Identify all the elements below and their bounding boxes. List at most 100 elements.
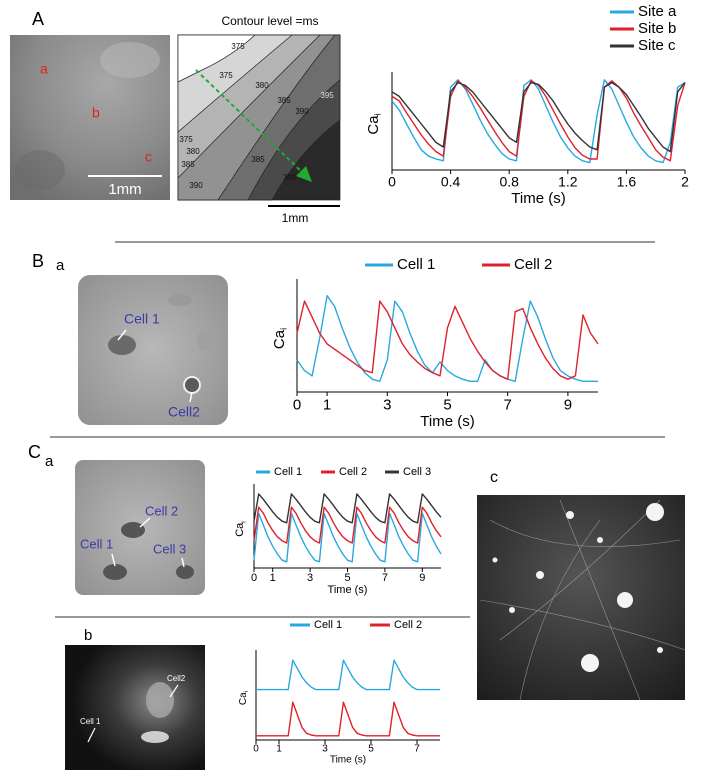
x-tick-label: 9 (564, 396, 572, 413)
soma (597, 537, 603, 543)
soma (566, 511, 574, 519)
contour-level: 385 (181, 160, 195, 169)
contour-level: 375 (231, 42, 245, 51)
y-axis-title-main: Ca (271, 329, 288, 349)
image-texture (100, 42, 160, 78)
cell-label: Cell2 (167, 674, 186, 683)
panel-sublabel: a (56, 257, 65, 274)
cell-body (183, 376, 201, 394)
contour-level: 395 (320, 91, 334, 100)
contour-level: 390 (283, 173, 297, 182)
x-tick-label: 0 (293, 396, 301, 413)
y-axis-title: Cai (365, 113, 383, 134)
neurite (489, 519, 681, 547)
x-axis-title: Time (s) (511, 190, 565, 207)
cell-label: Cell 1 (80, 717, 101, 726)
contour-level: 375 (219, 71, 233, 80)
x-tick-label: 7 (382, 572, 388, 584)
pointer (139, 517, 151, 528)
cell-body (176, 565, 194, 579)
cell-body (197, 330, 213, 350)
panel-label: C (28, 442, 41, 462)
trace (391, 81, 686, 153)
cell-label: Cell 1 (80, 536, 113, 551)
legend-label: Cell 2 (514, 256, 552, 273)
trace (296, 300, 599, 380)
soma (581, 654, 599, 672)
legend-label: Site a (638, 3, 677, 20)
x-tick-label: 3 (383, 396, 391, 413)
contour-level: 390 (189, 181, 203, 190)
y-axis-title: Cai (271, 328, 289, 349)
neuron-texture (479, 499, 686, 701)
y-axis-title-main: Ca (365, 115, 382, 135)
soma (509, 607, 515, 613)
x-tick-label: 5 (344, 572, 350, 584)
contour-level: 375 (179, 135, 193, 144)
x-tick-label: 2 (681, 173, 689, 189)
trace (391, 79, 686, 164)
cell-body (108, 335, 136, 355)
soma (646, 503, 664, 521)
cell-body (103, 564, 127, 580)
arrow-head (296, 166, 312, 182)
site-label: c (145, 149, 152, 165)
legend-label: Cell 1 (274, 466, 302, 478)
x-tick-label: 3 (307, 572, 313, 584)
cell-label: Cell 2 (145, 503, 178, 518)
y-axis-title-sub: i (373, 113, 383, 115)
contour-labels: 375 375 380 385 390 395 375 380 385 390 385 390 (179, 42, 334, 190)
legend-label: Cell 2 (339, 466, 367, 478)
pointer (87, 727, 96, 743)
x-axis-title: Time (s) (420, 413, 474, 430)
x-tick-label: 7 (504, 396, 512, 413)
x-tick-label: 0 (251, 572, 257, 584)
cell-image (78, 275, 228, 425)
pointer (181, 557, 185, 568)
trace (253, 512, 442, 563)
scale-label: 1mm (108, 181, 141, 198)
fluorescence-image (477, 495, 685, 700)
panel-label: B (32, 251, 44, 271)
cell-body (168, 294, 192, 306)
y-axis-title-sub: i (244, 691, 250, 692)
cell-label: Cell2 (168, 404, 200, 420)
soma (617, 592, 633, 608)
trace (296, 295, 598, 382)
image-texture (15, 150, 65, 190)
x-tick-label: 5 (368, 744, 374, 755)
y-axis-title-main: Ca (238, 692, 249, 705)
x-tick-label: 0 (388, 173, 396, 189)
contour-level: 380 (186, 147, 200, 156)
pointer (117, 329, 127, 341)
trace (256, 701, 440, 737)
pointer (169, 684, 179, 698)
soma (536, 571, 544, 579)
y-axis-title: Cai (234, 521, 247, 537)
x-tick-label: 7 (414, 744, 420, 755)
trace (253, 506, 442, 544)
contour-title: Contour level =ms (221, 14, 318, 28)
soma (657, 647, 663, 653)
legend-label: Cell 1 (397, 256, 435, 273)
x-tick-label: 0.8 (499, 173, 519, 189)
neurite (479, 599, 686, 651)
x-tick-label: 3 (322, 744, 328, 755)
cell-label: Cell 1 (124, 311, 160, 327)
propagation-arrow (195, 69, 305, 175)
y-axis-title-sub: i (279, 328, 289, 330)
legend-label: Cell 3 (403, 466, 431, 478)
site-label: a (40, 61, 48, 77)
x-tick-label: 1.2 (558, 173, 578, 189)
legend-label: Site b (638, 20, 676, 37)
y-axis-title-main: Ca (234, 522, 246, 537)
y-axis-title-sub: i (240, 521, 247, 523)
neurite (499, 499, 661, 641)
x-tick-label: 1 (276, 744, 282, 755)
x-axis-title: Time (s) (330, 755, 366, 766)
scale-label: 1mm (282, 211, 309, 225)
neurite (519, 519, 601, 701)
panel-sublabel: b (84, 627, 92, 644)
contour-level: 380 (255, 81, 269, 90)
